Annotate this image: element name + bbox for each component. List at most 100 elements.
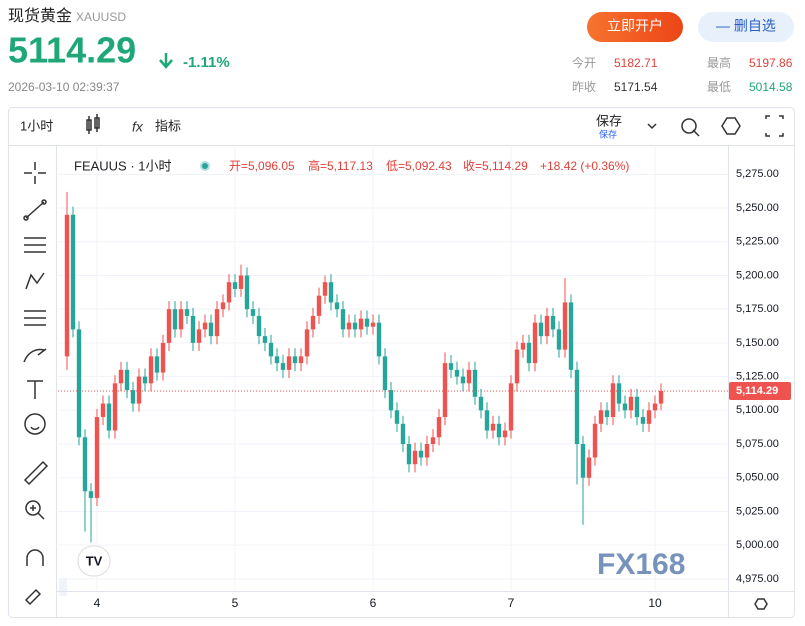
stat-label: 昨收 [572, 80, 596, 94]
candle-body [628, 396, 634, 411]
legend-symbol: FEAUUS · 1小时 [74, 158, 172, 173]
candle-body [352, 322, 358, 330]
candle-body [514, 349, 520, 384]
candle-body [154, 356, 160, 373]
candle-body [478, 396, 484, 411]
x-tick-label: 7 [508, 596, 515, 610]
settings-icon[interactable] [721, 117, 741, 135]
last-price-label: 5,114.29 [736, 385, 778, 397]
y-tick-label: 5,225.00 [736, 236, 779, 248]
candle-body [610, 383, 616, 418]
candle-body [238, 275, 244, 289]
save[interactable]: 保存 [596, 113, 622, 128]
candle-body [130, 390, 136, 404]
candle-body [190, 315, 196, 343]
candle-body [460, 376, 466, 384]
fullscreen-icon[interactable] [765, 115, 784, 137]
candle-body [268, 342, 274, 357]
stat-value: 5171.54 [614, 80, 658, 94]
candle-body [526, 342, 532, 364]
stat-value: 5197.86 [749, 56, 793, 70]
candle-body [160, 342, 166, 373]
y-tick-label: 5,025.00 [736, 505, 779, 517]
timestamp: 2026-03-10 02:39:37 [8, 80, 120, 94]
candle-body [262, 336, 268, 343]
open-account-label: 立即开户 [607, 18, 663, 34]
candle-icon[interactable] [86, 114, 100, 134]
candle-body [244, 275, 250, 310]
open-account-button[interactable] [587, 12, 683, 42]
candle-body [490, 423, 496, 431]
candle-body [376, 322, 382, 357]
replay-icon[interactable] [681, 118, 700, 137]
candle-body [466, 369, 472, 384]
candle-body [76, 329, 82, 438]
x-tick-label: 10 [648, 596, 662, 610]
chart-frame [8, 107, 795, 618]
candle-body [82, 437, 88, 492]
candle-body [394, 410, 400, 424]
candle-body [346, 322, 352, 330]
candle-body [550, 315, 556, 330]
chevron[interactable] [647, 123, 657, 130]
interval[interactable]: 1小时 [20, 118, 53, 133]
candle-body [388, 390, 394, 411]
candle-body [502, 430, 508, 438]
candle-body [562, 302, 568, 350]
legend-high: 高=5,117.13 [308, 158, 373, 173]
down-arrow [159, 53, 173, 69]
candle-body [142, 376, 148, 384]
stat-value: 5014.58 [749, 80, 793, 94]
remove-watch-button[interactable] [698, 12, 794, 42]
candle-body [202, 322, 208, 330]
drawing-tools[interactable] [23, 162, 49, 606]
candle-body [418, 450, 424, 458]
candle-body [484, 410, 490, 431]
y-tick-label: 5,200.00 [736, 269, 779, 281]
candle-body [424, 444, 430, 458]
candle-body [232, 282, 238, 289]
stat-label: 今开 [572, 55, 596, 70]
collapse-handle[interactable] [59, 578, 67, 596]
tv-logo-text: TV [86, 553, 103, 568]
candle-body [472, 369, 478, 397]
candle-body [364, 318, 370, 327]
candle-body [286, 356, 292, 370]
candle-body [568, 302, 574, 370]
candle-body [538, 322, 544, 337]
title: 现货黄金 [8, 7, 72, 25]
change: -1.11% [183, 54, 230, 71]
candle-body [358, 318, 364, 330]
candle-body [136, 376, 142, 404]
candle-body [382, 356, 388, 391]
candle-body [64, 214, 70, 357]
candle-body [196, 329, 202, 343]
candle-body [508, 383, 514, 431]
indicators[interactable]: 指标 [155, 118, 181, 133]
candle-body [340, 309, 346, 330]
y-tick-label: 5,150.00 [736, 337, 779, 349]
legend-change: +18.42 (+0.36%) [540, 159, 629, 173]
fx-icon: fx [132, 119, 144, 135]
candle-body [622, 403, 628, 411]
candle-body [520, 342, 526, 350]
x-tick-label: 6 [370, 596, 377, 610]
candle-body [598, 410, 604, 424]
candle-body [604, 410, 610, 418]
y-tick-label: 5,275.00 [736, 168, 779, 180]
axis-settings[interactable] [754, 598, 768, 610]
y-tick-label: 5,075.00 [736, 438, 779, 450]
candle-body [172, 309, 178, 330]
plot: 4,975.00 5,000.00 5,025.00 5,050.00 5,075.00… [58, 146, 791, 610]
remove-watch-label: — 删自选 [716, 18, 776, 34]
candle-body [250, 309, 256, 316]
candle-body [448, 363, 454, 370]
candle-body [106, 403, 112, 431]
candle-body [226, 282, 232, 303]
candle-body [256, 315, 262, 337]
candle-body [88, 491, 94, 498]
candle-body [640, 417, 646, 424]
candle-body [436, 417, 442, 438]
y-tick-label: 4,975.00 [736, 573, 779, 585]
